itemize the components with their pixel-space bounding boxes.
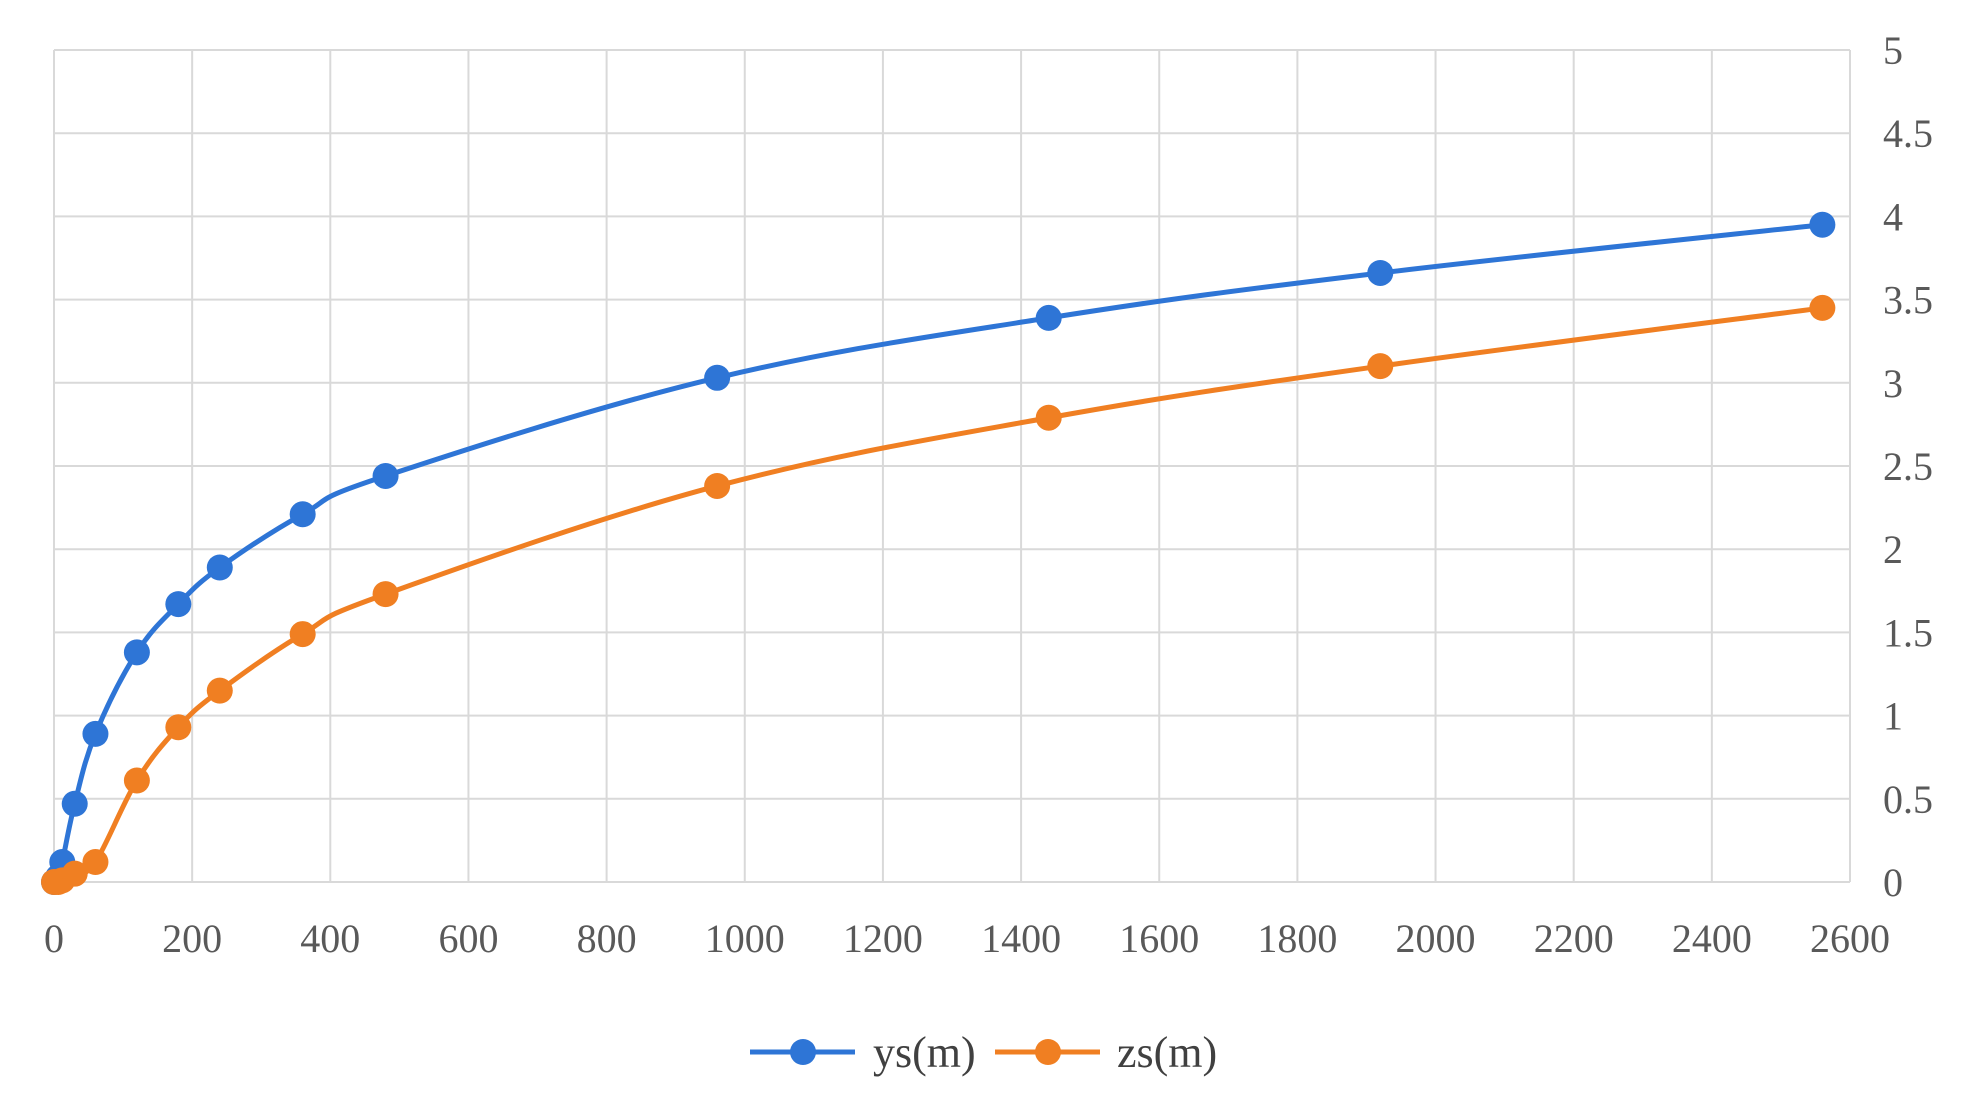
- data-point: [123, 639, 150, 666]
- x-tick-label: 1400: [981, 916, 1061, 961]
- series-layer: [41, 211, 1836, 895]
- data-point: [1809, 294, 1836, 321]
- y-tick-label: 5: [1883, 28, 1903, 73]
- data-point: [289, 501, 316, 528]
- x-tick-label: 600: [438, 916, 498, 961]
- data-point: [1367, 353, 1394, 380]
- series-2: [41, 294, 1836, 895]
- data-point: [61, 790, 88, 817]
- data-point: [206, 554, 233, 581]
- data-point: [1035, 404, 1062, 431]
- y-tick-label: 0.5: [1883, 777, 1933, 822]
- x-tick-label: 200: [162, 916, 222, 961]
- data-point: [1035, 304, 1062, 331]
- legend-label: zs(m): [1117, 1028, 1217, 1077]
- data-point: [61, 860, 88, 887]
- data-point: [1809, 211, 1836, 238]
- data-point: [704, 472, 731, 499]
- gridlines: [53, 49, 1851, 883]
- y-tick-label: 1: [1883, 694, 1903, 739]
- x-tick-label: 2200: [1534, 916, 1614, 961]
- x-tick-label: 1800: [1257, 916, 1337, 961]
- data-point: [704, 364, 731, 391]
- x-tick-label: 1600: [1119, 916, 1199, 961]
- x-tick-label: 1000: [705, 916, 785, 961]
- y-tick-label: 0: [1883, 860, 1903, 905]
- x-tick-label: 800: [577, 916, 637, 961]
- y-tick-label: 2: [1883, 527, 1903, 572]
- y-tick-label: 2.5: [1883, 444, 1933, 489]
- legend-marker: [790, 1039, 816, 1065]
- y-tick-label: 4: [1883, 194, 1903, 239]
- x-tick-label: 400: [300, 916, 360, 961]
- x-tick-label: 2000: [1396, 916, 1476, 961]
- x-tick-label: 1200: [843, 916, 923, 961]
- data-point: [82, 849, 109, 876]
- data-point: [165, 591, 192, 618]
- data-point: [165, 714, 192, 741]
- y-axis-ticks: 0 0.5 1 1.5 2 2.5 3 3.5 4 4.5 5: [1883, 28, 1933, 905]
- data-point: [82, 720, 109, 747]
- legend-marker: [1035, 1039, 1061, 1065]
- y-tick-label: 3: [1883, 361, 1903, 406]
- data-point: [123, 767, 150, 794]
- x-tick-label: 0: [44, 916, 64, 961]
- legend: ys(m) zs(m): [750, 1028, 1217, 1077]
- legend-label: ys(m): [873, 1028, 976, 1077]
- y-tick-label: 1.5: [1883, 610, 1933, 655]
- y-tick-label: 4.5: [1883, 111, 1933, 156]
- x-tick-label: 2600: [1810, 916, 1890, 961]
- data-point: [372, 462, 399, 489]
- data-point: [206, 677, 233, 704]
- y-tick-label: 3.5: [1883, 278, 1933, 323]
- x-axis-ticks: 0 200 400 600 800 1000 1200 1400 1600 1800 2000 220…: [44, 916, 1890, 961]
- data-point: [289, 621, 316, 648]
- legend-item: zs(m): [995, 1028, 1217, 1077]
- x-tick-label: 2400: [1672, 916, 1752, 961]
- legend-item: ys(m): [750, 1028, 976, 1077]
- data-point: [372, 581, 399, 608]
- data-point: [1367, 259, 1394, 286]
